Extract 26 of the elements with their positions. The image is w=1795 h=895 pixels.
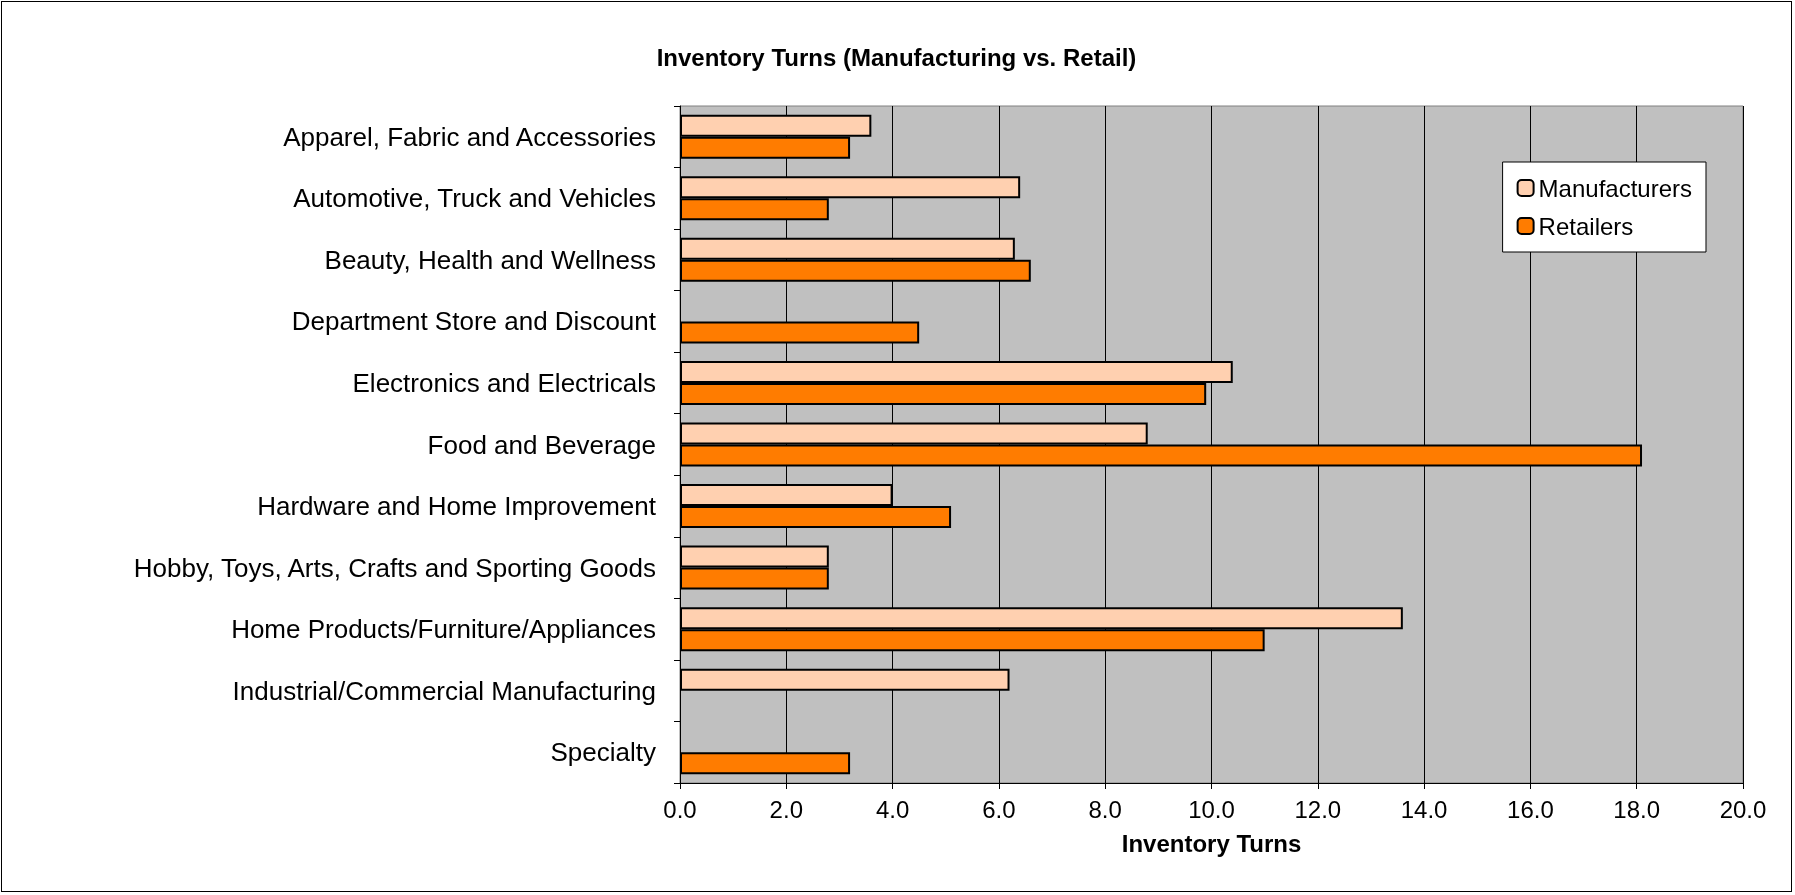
y-tick-label: Hardware and Home Improvement bbox=[257, 491, 657, 522]
y-tick-label: Hobby, Toys, Arts, Crafts and Sporting Goods bbox=[133, 552, 656, 583]
legend-label: Manufacturers bbox=[1538, 174, 1693, 202]
x-tick-label: 16.0 bbox=[1507, 795, 1554, 823]
x-tick-label: 6.0 bbox=[982, 795, 1016, 823]
y-tick-label: Industrial/Commercial Manufacturing bbox=[232, 675, 656, 706]
y-tick-label: Beauty, Health and Wellness bbox=[324, 244, 656, 275]
y-tick-label: Food and Beverage bbox=[427, 429, 656, 460]
chart-title: Inventory Turns (Manufacturing vs. Retail) bbox=[656, 43, 1137, 71]
x-tick-label: 14.0 bbox=[1400, 795, 1448, 823]
x-tick-label: 10.0 bbox=[1188, 795, 1235, 823]
x-tick-label: 18.0 bbox=[1613, 795, 1661, 823]
x-tick-label: 4.0 bbox=[875, 795, 910, 823]
legend-label: Retailers bbox=[1538, 212, 1634, 240]
y-tick-label: Apparel, Fabric and Accessories bbox=[283, 121, 656, 152]
y-tick-label: Automotive, Truck and Vehicles bbox=[293, 183, 656, 214]
x-tick-label: 8.0 bbox=[1088, 795, 1122, 823]
x-tick-label: 0.0 bbox=[663, 795, 697, 823]
y-tick-label: Electronics and Electricals bbox=[352, 367, 656, 398]
x-axis-title: Inventory Turns bbox=[1121, 829, 1302, 857]
y-tick-label: Department Store and Discount bbox=[291, 306, 657, 337]
x-tick-label: 2.0 bbox=[769, 795, 803, 823]
y-tick-label: Specialty bbox=[550, 737, 656, 768]
y-tick-label: Home Products/Furniture/Appliances bbox=[231, 614, 656, 645]
x-tick-label: 20.0 bbox=[1719, 795, 1767, 823]
x-tick-label: 12.0 bbox=[1294, 795, 1342, 823]
